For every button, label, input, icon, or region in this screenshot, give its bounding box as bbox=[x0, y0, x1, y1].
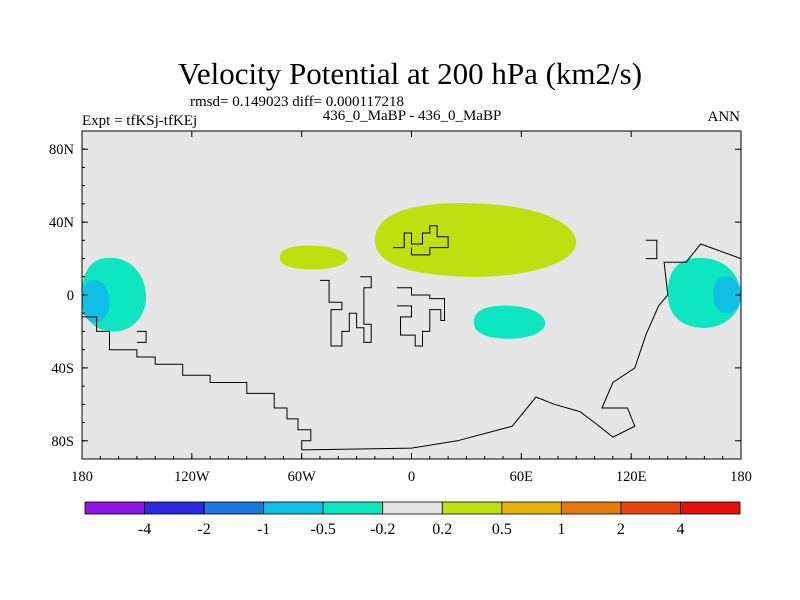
colorbar-level-label: -1 bbox=[257, 521, 270, 538]
y-tick-label: 80S bbox=[51, 434, 74, 450]
colorbar-level-label: 2 bbox=[617, 521, 625, 538]
x-tick-label: 60E bbox=[510, 469, 534, 485]
colorbar-swatch bbox=[263, 501, 324, 515]
region-indian-ocean-negative bbox=[473, 305, 546, 339]
region-west-pacific-core bbox=[713, 276, 741, 314]
region-north-atlantic-positive bbox=[279, 245, 348, 270]
x-tick-label: 120W bbox=[174, 469, 210, 485]
colorbar-swatch bbox=[501, 501, 562, 515]
colorbar-swatch bbox=[382, 501, 443, 515]
coastline-australia-north bbox=[82, 316, 312, 450]
coastlines bbox=[82, 225, 741, 451]
colorbar: -4 -2 -1 -0.5 -0.2 0.2 0.5 1 2 4 bbox=[84, 501, 741, 538]
coastline-asia-inner bbox=[393, 225, 449, 256]
colorbar-swatch bbox=[680, 501, 741, 515]
coastline-africa-east bbox=[396, 287, 445, 347]
region-nh-eurasia-positive bbox=[374, 203, 577, 277]
coastline-antarctica bbox=[301, 243, 741, 451]
colorbar-swatch bbox=[84, 501, 145, 515]
x-tick-label: 0 bbox=[408, 469, 415, 485]
colorbar-swatch bbox=[322, 501, 384, 515]
region-east-pacific-core bbox=[82, 279, 110, 323]
x-tick-label: 120E bbox=[616, 469, 647, 485]
colorbar-swatch bbox=[620, 501, 681, 515]
colorbar-level-label: 1 bbox=[557, 521, 565, 538]
season-label: ANN bbox=[708, 109, 741, 125]
colorbar-level-label: -2 bbox=[197, 521, 210, 538]
axis-ticks: 180 120W 60W 0 60E 120E 180 80N 40N 0 40S 80S bbox=[49, 130, 752, 485]
x-tick-label: 180 bbox=[71, 469, 93, 485]
chart-title: Velocity Potential at 200 hPa (km2/s) bbox=[178, 56, 642, 91]
y-tick-label: 0 bbox=[67, 288, 74, 304]
stats-text: rmsd= 0.149023 diff= 0.000117218 bbox=[190, 94, 404, 110]
coastline-pacific-islands bbox=[645, 239, 658, 260]
case-label: 436_0_MaBP - 436_0_MaBP bbox=[323, 108, 502, 124]
shaded-regions bbox=[82, 203, 741, 339]
colorbar-swatch bbox=[560, 501, 622, 515]
coastline-africa-west bbox=[320, 276, 372, 347]
y-tick-label: 80N bbox=[49, 142, 75, 158]
colorbar-level-label: 0.5 bbox=[492, 521, 512, 538]
colorbar-level-label: -0.2 bbox=[370, 521, 395, 538]
y-tick-label: 40N bbox=[49, 215, 75, 231]
colorbar-level-label: 0.2 bbox=[432, 521, 452, 538]
colorbar-swatch bbox=[144, 501, 205, 515]
x-tick-label: 180 bbox=[730, 469, 752, 485]
experiment-label: Expt = tfKSj-tfKEj bbox=[82, 113, 197, 129]
colorbar-level-label: 4 bbox=[676, 521, 684, 538]
colorbar-swatch bbox=[203, 501, 265, 515]
colorbar-swatch bbox=[441, 501, 503, 515]
x-tick-label: 60W bbox=[288, 469, 317, 485]
y-tick-label: 40S bbox=[51, 361, 74, 377]
coastline-islands bbox=[136, 330, 147, 343]
colorbar-level-label: -4 bbox=[138, 521, 151, 538]
colorbar-level-label: -0.5 bbox=[311, 521, 336, 538]
